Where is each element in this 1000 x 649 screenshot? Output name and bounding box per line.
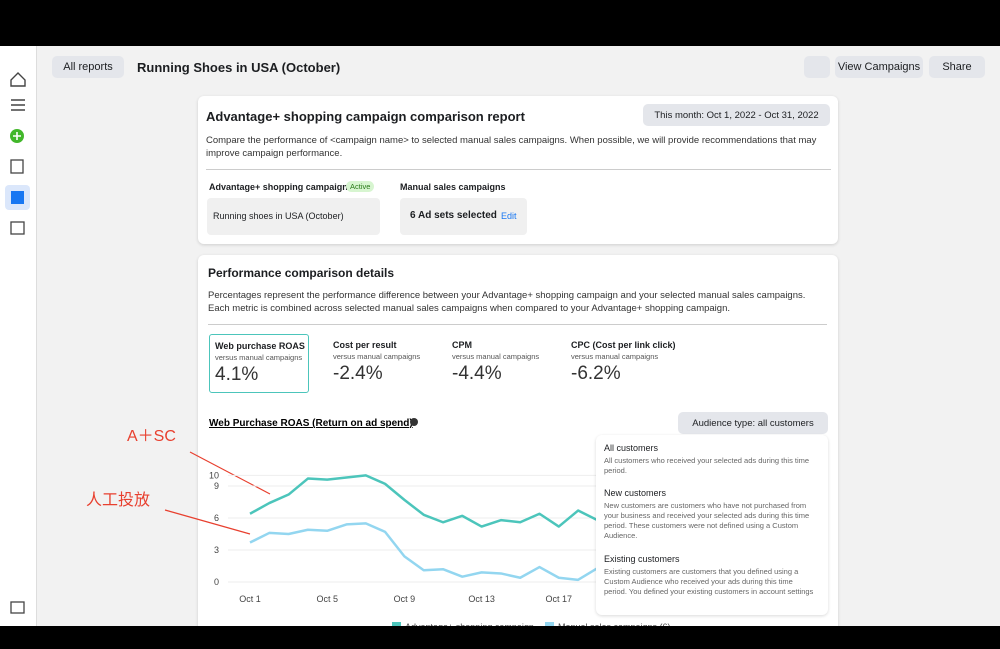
x-tick-label: Oct 9 xyxy=(394,594,416,604)
divider xyxy=(206,169,831,170)
metric-value: -2.4% xyxy=(333,363,383,384)
metric-sub: versus manual campaigns xyxy=(571,352,659,361)
option-title: New customers xyxy=(604,488,667,498)
x-tick-label: Oct 13 xyxy=(468,594,495,604)
metric: CPM versus manual campaigns -4.4% xyxy=(447,334,545,391)
aplus-label: Advantage+ shopping campaign xyxy=(209,182,348,192)
option-title: All customers xyxy=(604,443,659,453)
y-tick-label: 3 xyxy=(214,545,219,555)
audience-filter[interactable]: Audience type: all customers xyxy=(678,412,828,434)
metric-value: 4.1% xyxy=(215,364,259,385)
series-line xyxy=(249,522,617,582)
details-description: Percentages represent the performance di… xyxy=(208,290,806,314)
share-button[interactable]: Share xyxy=(929,56,985,78)
aplus-box: Running shoes in USA (October) xyxy=(207,198,380,235)
x-tick-label: Oct 1 xyxy=(239,594,261,604)
metric-value: -6.2% xyxy=(571,363,621,384)
edit-link[interactable]: Edit xyxy=(501,211,517,221)
report-title: Advantage+ shopping campaign comparison … xyxy=(206,109,525,124)
arrow xyxy=(189,451,271,495)
manual-label: Manual sales campaigns xyxy=(400,182,506,192)
series-line xyxy=(249,474,618,533)
view-label: View Campaigns xyxy=(837,61,921,73)
status-badge: Active xyxy=(346,181,375,192)
info-icon xyxy=(410,418,418,426)
top-bar xyxy=(0,0,1000,46)
option-desc: Existing customers are customers that yo… xyxy=(604,567,814,596)
sidebar xyxy=(0,46,37,626)
back-label: All reports xyxy=(63,61,113,73)
metric: Web purchase ROAS versus manual campaigns… xyxy=(209,334,309,393)
y-tick-label: 6 xyxy=(214,513,219,523)
option-desc: New customers are customers who have not… xyxy=(604,501,810,540)
divider xyxy=(208,324,827,325)
back-button[interactable]: All reports xyxy=(52,56,124,78)
metric: CPC (Cost per link click) versus manual c… xyxy=(566,334,676,391)
annotation: 人工投放 xyxy=(86,491,150,509)
date-range[interactable]: This month: Oct 1, 2022 - Oct 31, 2022 xyxy=(643,104,830,126)
y-tick-label: 0 xyxy=(214,577,219,587)
chart-title: Web Purchase ROAS (Return on ad spend) xyxy=(209,418,413,429)
page-title: Running Shoes in USA (October) xyxy=(137,60,341,75)
metric-name: CPC (Cost per link click) xyxy=(571,340,676,350)
metric-value: -4.4% xyxy=(452,363,502,384)
aplus-value: Running shoes in USA (October) xyxy=(213,211,344,221)
sidebar-icons xyxy=(5,72,30,614)
view-campaigns-button[interactable]: View Campaigns xyxy=(835,56,923,78)
x-tick-label: Oct 5 xyxy=(316,594,338,604)
y-tick-label: 9 xyxy=(214,481,219,491)
metric-sub: versus manual campaigns xyxy=(452,352,540,361)
metric-sub: versus manual campaigns xyxy=(215,353,303,362)
metric-name: CPM xyxy=(452,340,472,350)
manual-box: 6 Ad sets selected Edit xyxy=(400,198,527,235)
report-card: Advantage+ shopping campaign comparison … xyxy=(198,96,838,244)
share-label: Share xyxy=(942,61,972,73)
metric-name: Cost per result xyxy=(333,340,397,350)
annotation: A＋SC xyxy=(127,428,176,445)
metric-name: Web purchase ROAS xyxy=(215,341,305,351)
y-tick-label: 10 xyxy=(209,470,219,480)
report-description: Compare the performance of <campaign nam… xyxy=(206,135,817,159)
bottom-bar xyxy=(0,626,1000,649)
audience-dropdown: All customers All customers who received … xyxy=(596,435,828,615)
x-tick-label: Oct 17 xyxy=(546,594,573,604)
details-title: Performance comparison details xyxy=(208,266,395,280)
bug-button[interactable] xyxy=(804,56,830,78)
metric: Cost per result versus manual campaigns -2… xyxy=(328,334,426,391)
date-label: This month: Oct 1, 2022 - Oct 31, 2022 xyxy=(654,109,819,121)
option-desc: All customers who received your selected… xyxy=(604,456,810,475)
arrow xyxy=(164,509,251,535)
option-title: Existing customers xyxy=(604,554,680,564)
filter-label: Audience type: all customers xyxy=(692,417,814,429)
manual-value: 6 Ad sets selected xyxy=(410,210,497,221)
metric-sub: versus manual campaigns xyxy=(333,352,421,361)
